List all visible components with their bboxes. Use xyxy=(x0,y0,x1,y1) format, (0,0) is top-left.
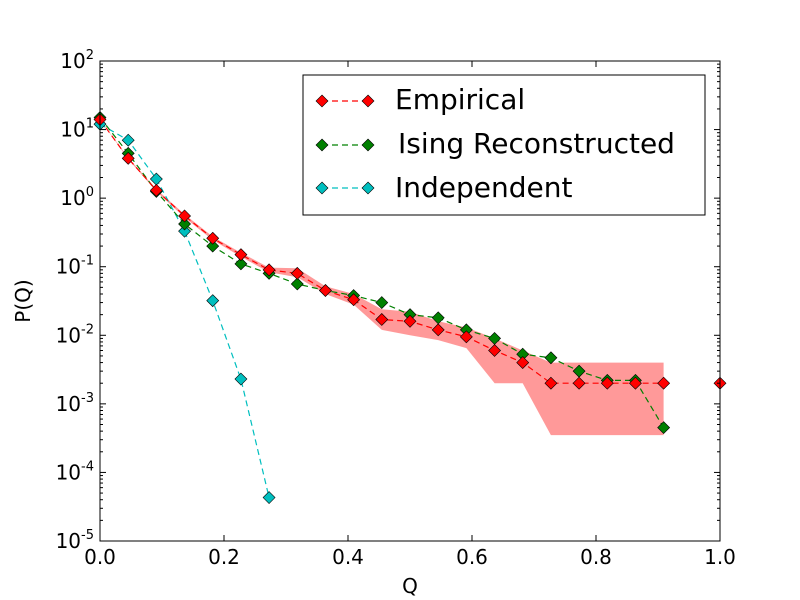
empirical-marker xyxy=(657,376,671,390)
y-tick-label: 101 xyxy=(60,117,94,142)
ising-marker xyxy=(178,217,191,231)
plot-frame xyxy=(99,60,721,542)
empirical-marker xyxy=(178,209,191,223)
legend-label-empirical: Empirical xyxy=(395,83,525,116)
empirical-marker xyxy=(149,183,163,197)
legend-entries xyxy=(315,94,375,195)
x-tick-label: 0.4 xyxy=(332,545,364,569)
ising-marker xyxy=(206,239,220,253)
empirical-marker xyxy=(262,263,276,277)
independent-marker xyxy=(178,224,191,238)
legend-entry-ising-marker xyxy=(361,138,375,152)
empirical-marker xyxy=(375,313,389,326)
empirical-marker xyxy=(516,356,530,369)
x-tick-label: 0.6 xyxy=(456,545,488,569)
empirical-marker xyxy=(431,323,445,337)
x-tick-label: 0.2 xyxy=(208,545,240,569)
y-tick-label: 100 xyxy=(60,185,94,210)
y-axis-label: P(Q) xyxy=(11,279,35,322)
empirical-marker xyxy=(488,344,501,357)
empirical-marker xyxy=(403,314,417,328)
ising-marker xyxy=(544,351,558,365)
empirical-marker xyxy=(121,151,135,165)
empirical-marker xyxy=(459,330,473,344)
independent-marker xyxy=(206,294,220,308)
y-tick-labels: 10-5 10-4 10-3 10-2 10-1 100 101 102 xyxy=(56,48,94,553)
y-tick-label: 10-1 xyxy=(56,254,94,279)
x-axis-label: Q xyxy=(402,574,418,598)
y-tick-label: 102 xyxy=(60,48,94,73)
empirical-marker xyxy=(600,376,614,390)
x-tick-label: 0.8 xyxy=(580,545,612,569)
y-tick-label: 10-4 xyxy=(56,459,94,484)
legend-entry-independent-marker xyxy=(361,181,375,195)
y-tick-label: 10-5 xyxy=(56,528,94,553)
independent-marker xyxy=(262,491,276,504)
legend-label-ising: Ising Reconstructed xyxy=(398,127,675,160)
legend-label-independent: Independent xyxy=(395,171,572,204)
legend-entry-independent-marker xyxy=(315,181,329,195)
ising-marker xyxy=(657,421,671,435)
legend-entry-empirical-marker xyxy=(315,94,329,108)
empirical-marker xyxy=(319,284,332,297)
empirical-marker xyxy=(290,266,304,280)
legend: Empirical Ising Reconstructed Independen… xyxy=(302,74,706,216)
y-tick-label: 10-2 xyxy=(56,322,94,347)
x-tick-label: 1.0 xyxy=(704,545,736,569)
empirical-marker xyxy=(206,231,220,245)
ticks-layer xyxy=(99,60,721,542)
empirical-marker xyxy=(347,293,361,307)
ising-marker xyxy=(290,277,304,291)
independent-marker xyxy=(121,133,135,147)
legend-entry-empirical-marker xyxy=(361,94,375,108)
legend-entry-ising-marker xyxy=(315,138,329,152)
ising-marker xyxy=(234,257,248,271)
empirical-marker xyxy=(544,376,558,390)
x-tick-labels: 0.0 0.2 0.4 0.6 0.8 1.0 xyxy=(84,545,736,569)
y-tick-label: 10-3 xyxy=(56,391,94,416)
ising-marker xyxy=(375,296,389,309)
empirical-marker xyxy=(629,376,642,390)
empirical-marker xyxy=(234,248,248,262)
empirical-marker xyxy=(572,376,586,390)
independent-marker xyxy=(234,372,248,386)
x-tick-label: 0.0 xyxy=(84,545,116,569)
